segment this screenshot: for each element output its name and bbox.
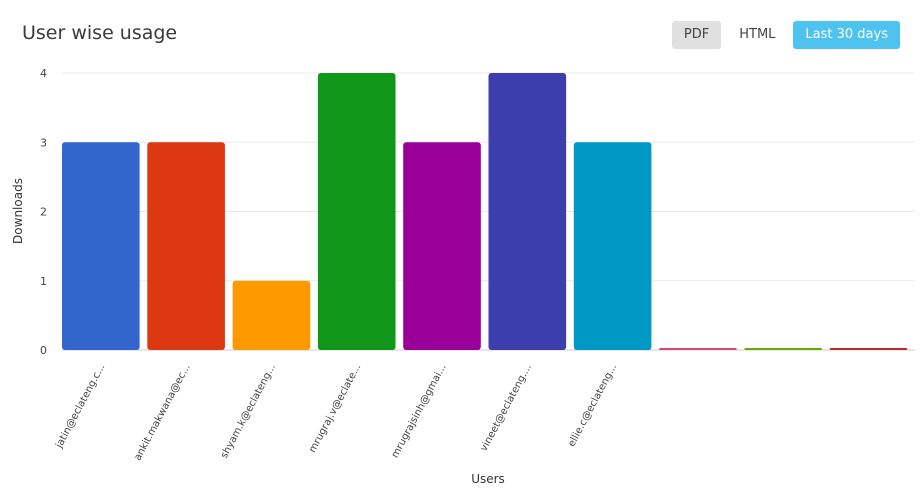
y-tick-label: 0: [40, 344, 47, 357]
x-tick-label: mrugrajsinh@gmai...: [390, 362, 449, 460]
x-axis-ticks: jatin@eclateng.c... ankit.makwana@ec... sh…: [53, 362, 619, 462]
x-tick-label: mrugraj.v@eclate...: [307, 362, 363, 454]
x-tick-label: shyam.k@eclateng...: [219, 362, 278, 460]
y-axis-label: Downloads: [11, 178, 25, 244]
y-axis-ticks: 0 1 2 3 4: [40, 67, 47, 357]
x-tick-label: ellie.c@eclateng...: [566, 362, 619, 449]
y-tick-label: 2: [40, 206, 47, 219]
bar[interactable]: [403, 142, 481, 350]
x-tick-label: ankit.makwana@ec...: [132, 362, 192, 462]
x-tick-label: jatin@eclateng.c...: [53, 362, 107, 451]
pdf-export-button[interactable]: PDF: [671, 21, 722, 49]
bar[interactable]: [573, 142, 652, 350]
x-tick-label: vineet@eclateng....: [479, 362, 534, 453]
y-tick-label: 3: [40, 136, 47, 149]
bars: [62, 73, 908, 350]
bar[interactable]: [829, 348, 908, 350]
bar[interactable]: [659, 348, 737, 350]
y-tick-label: 1: [40, 275, 47, 288]
bar[interactable]: [62, 142, 140, 350]
html-export-button[interactable]: HTML: [739, 27, 776, 42]
y-tick-label: 4: [40, 67, 47, 80]
bar[interactable]: [232, 280, 311, 350]
bar[interactable]: [744, 348, 823, 350]
bar[interactable]: [317, 73, 396, 350]
bar[interactable]: [147, 142, 225, 350]
chart-title: User wise usage: [22, 22, 178, 44]
date-range-button[interactable]: Last 30 days: [793, 21, 900, 49]
toolbar: PDF HTML Last 30 days: [671, 21, 900, 49]
bar[interactable]: [488, 73, 567, 350]
x-axis-label: Users: [471, 472, 505, 486]
